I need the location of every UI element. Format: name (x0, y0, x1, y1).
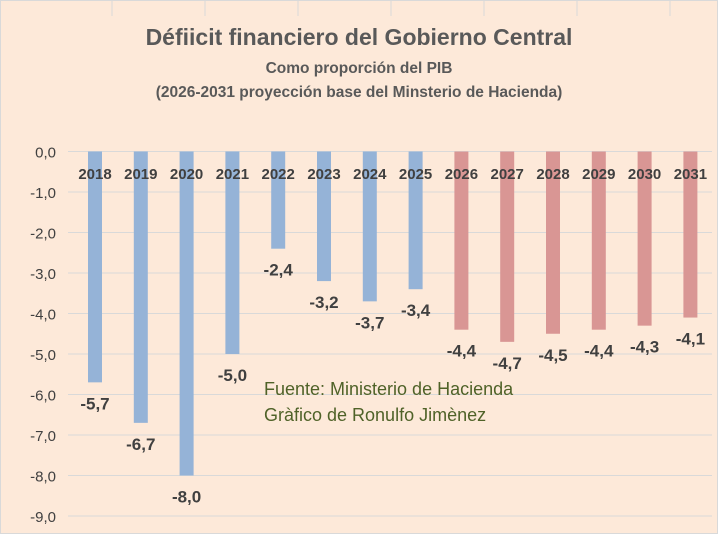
chart-subtitle-projection: (2026-2031 proyección base del Minsterio… (155, 84, 563, 101)
y-tick-label: -1,0 (30, 185, 56, 202)
data-label: -6,7 (126, 435, 155, 454)
x-axis-ticks: 2018 2019 2020 2021 2022 2023 2024 2025 2026 2027… (78, 166, 707, 183)
data-label: -4,4 (584, 342, 614, 361)
data-label: -3,2 (309, 293, 338, 312)
x-tick-label: 2022 (262, 166, 295, 183)
bars (88, 151, 698, 476)
x-tick-label: 2028 (536, 166, 569, 183)
x-tick-label: 2019 (124, 166, 157, 183)
bar (546, 151, 560, 334)
bar (317, 151, 331, 282)
data-labels: -5,7 -6,7 -8,0 -5,0 -2,4 -3,2 -3,7 -3,4 -4,4 -4,7… (80, 261, 705, 507)
x-tick-label: 2024 (353, 166, 387, 183)
bar (271, 151, 286, 249)
data-label: -2,4 (264, 261, 294, 280)
y-tick-label: -2,0 (30, 226, 56, 243)
bar (88, 151, 102, 383)
bar (500, 151, 515, 342)
y-tick-label: 0,0 (35, 145, 56, 162)
bar (362, 151, 377, 302)
x-tick-label: 2021 (216, 166, 249, 183)
y-tick-label: -3,0 (30, 266, 56, 283)
x-tick-label: 2026 (445, 166, 478, 183)
y-tick-label: -6,0 (30, 388, 56, 405)
x-tick-label: 2027 (491, 166, 524, 183)
data-label: -4,7 (493, 354, 522, 373)
y-axis-ticks: 0,0 -1,0 -2,0 -3,0 -4,0 -5,0 -6,0 -7,0 -8,0 -9,0 (30, 145, 56, 527)
x-tick-label: 2031 (674, 166, 707, 183)
y-tick-label: -5,0 (30, 347, 56, 364)
chart-title: Défiicit financiero del Gobierno Central (145, 24, 573, 50)
bar (637, 151, 652, 326)
data-label: -5,7 (80, 394, 109, 413)
y-tick-label: -7,0 (30, 428, 56, 445)
x-tick-label: 2025 (399, 166, 432, 183)
data-label: -8,0 (172, 488, 201, 507)
x-tick-label: 2029 (582, 166, 615, 183)
bar (454, 151, 469, 330)
bar (591, 151, 606, 330)
data-label: -4,4 (447, 342, 477, 361)
source-note: Fuente: Ministerio de Hacienda Gràfico d… (264, 376, 513, 428)
gridlines (68, 0, 712, 517)
data-label: -5,0 (218, 366, 247, 385)
y-tick-label: -9,0 (30, 509, 56, 526)
x-tick-label: 2030 (628, 166, 661, 183)
bar (179, 151, 194, 476)
x-tick-label: 2018 (78, 166, 111, 183)
bar (225, 151, 240, 354)
x-tick-label: 2023 (307, 166, 340, 183)
bar (683, 151, 698, 318)
data-label: -4,5 (538, 346, 567, 365)
chart-subtitle: Como proporción del PIB (265, 60, 453, 77)
source-note-line: Fuente: Ministerio de Hacienda (264, 379, 514, 399)
credit-note-line: Gràfico de Ronulfo Jimènez (264, 405, 487, 425)
y-tick-label: -4,0 (30, 307, 56, 324)
x-tick-label: 2020 (170, 166, 203, 183)
bar (408, 151, 423, 290)
data-label: -3,7 (355, 313, 384, 332)
data-label: -4,1 (676, 330, 705, 349)
data-label: -4,3 (630, 338, 659, 357)
y-tick-label: -8,0 (30, 469, 56, 486)
bar (133, 151, 148, 423)
data-label: -3,4 (401, 301, 431, 320)
